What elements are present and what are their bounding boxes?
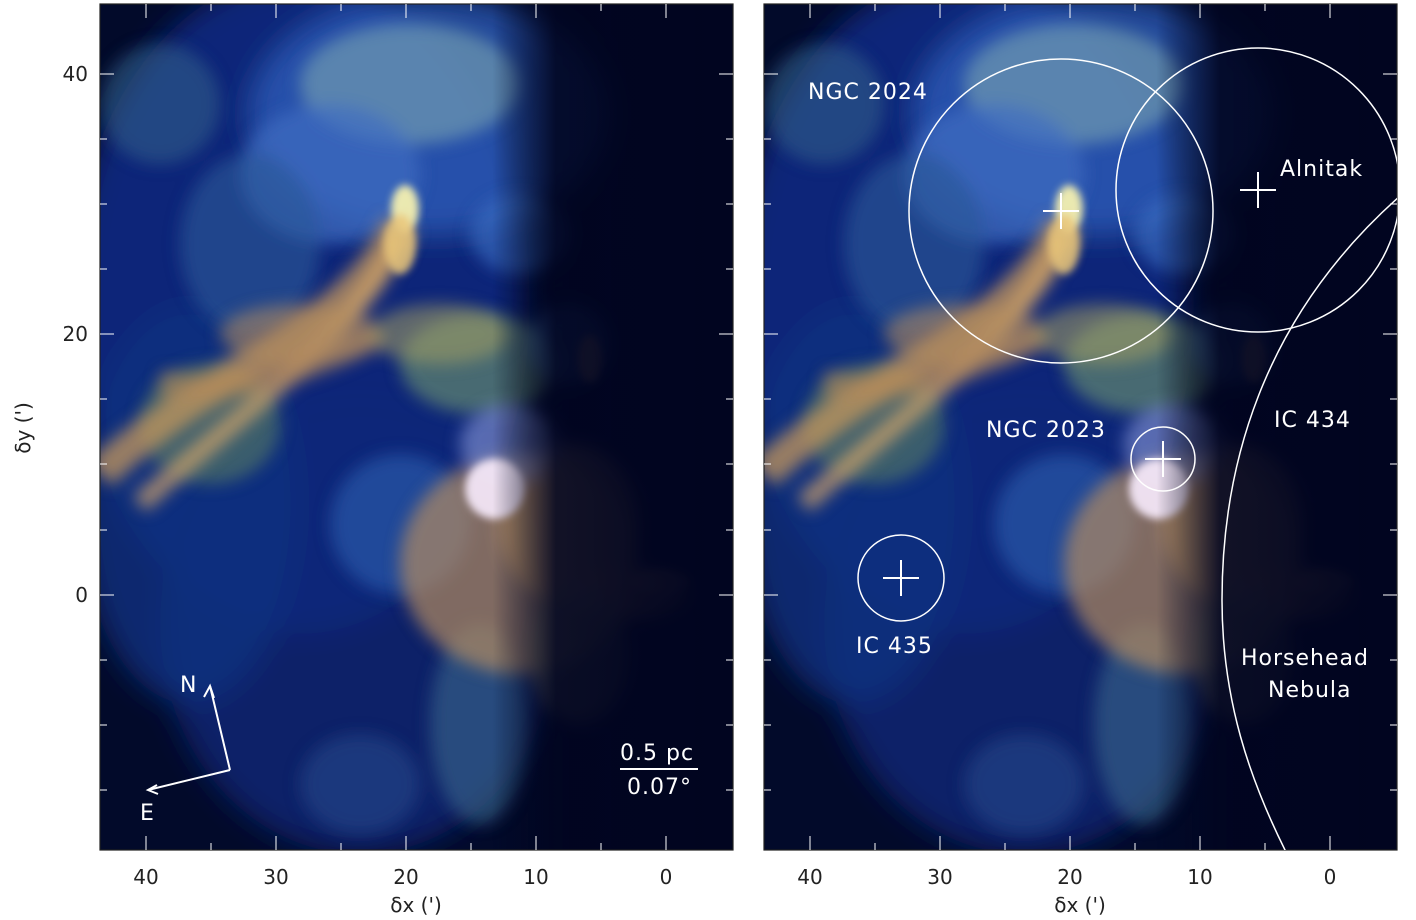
right-frame xyxy=(763,3,1398,851)
compass-north-arrow xyxy=(209,685,231,771)
overlay-crosses xyxy=(883,172,1276,596)
right-panel: NGC 2024 Alnitak IC 434 NGC 2023 IC 435 … xyxy=(763,3,1398,917)
ic434-ionization-front xyxy=(1221,197,1397,850)
label-ic434: IC 434 xyxy=(1274,408,1351,433)
overlay-shapes xyxy=(857,47,1397,850)
label-horsehead-line2: Nebula xyxy=(1268,678,1352,703)
x-tick-label: 40 xyxy=(133,865,158,889)
compass-east-arrow xyxy=(147,769,231,791)
compass-north-label: N xyxy=(180,673,197,698)
label-alnitak: Alnitak xyxy=(1280,157,1363,182)
ic435-circle xyxy=(857,534,945,622)
compass xyxy=(145,683,231,795)
right-x-axis-title: δx (') xyxy=(1054,893,1106,917)
right-image xyxy=(764,4,1397,850)
ic435-cross xyxy=(883,560,919,596)
left-y-tick-labels: 40 20 0 xyxy=(63,62,88,607)
x-tick-label: 10 xyxy=(523,865,548,889)
scale-bar-physical: 0.5 pc xyxy=(620,741,694,766)
x-tick-label: 20 xyxy=(1057,865,1082,889)
ngc2023-circle xyxy=(1130,426,1196,492)
left-image xyxy=(100,4,733,850)
left-ticks xyxy=(100,4,733,850)
label-horsehead-line1: Horsehead xyxy=(1241,646,1369,671)
left-x-axis-title: δx (') xyxy=(390,893,442,917)
label-ngc2023: NGC 2023 xyxy=(986,418,1106,443)
ngc2024-cross xyxy=(1043,193,1079,229)
x-tick-label: 30 xyxy=(263,865,288,889)
compass-east-label: E xyxy=(140,801,155,826)
ngc2023-cross xyxy=(1145,441,1181,477)
x-tick-label: 0 xyxy=(1324,865,1337,889)
y-tick-label: 0 xyxy=(75,583,88,607)
left-x-tick-labels: 40 30 20 10 0 xyxy=(133,865,672,889)
x-tick-label: 10 xyxy=(1187,865,1212,889)
y-tick-label: 20 xyxy=(63,322,88,346)
alnitak-cross xyxy=(1240,172,1276,208)
x-tick-label: 20 xyxy=(393,865,418,889)
x-tick-label: 30 xyxy=(927,865,952,889)
label-ngc2024: NGC 2024 xyxy=(808,80,928,105)
right-x-tick-labels: 40 30 20 10 0 xyxy=(797,865,1336,889)
y-tick-label: 40 xyxy=(63,62,88,86)
alnitak-circle xyxy=(1115,47,1397,333)
label-ic435: IC 435 xyxy=(856,634,933,659)
scale-bar-angular: 0.07° xyxy=(627,775,692,800)
scale-bar: 0.5 pc 0.07° xyxy=(620,741,698,800)
x-tick-label: 0 xyxy=(660,865,673,889)
y-axis-title: δy (') xyxy=(11,402,35,454)
left-panel: N E 0.5 pc 0.07° 40 30 20 10 0 40 20 0 δ… xyxy=(11,3,734,917)
left-frame xyxy=(99,3,734,851)
x-tick-label: 40 xyxy=(797,865,822,889)
right-ticks xyxy=(764,4,1397,850)
ngc2024-circle xyxy=(908,58,1214,364)
